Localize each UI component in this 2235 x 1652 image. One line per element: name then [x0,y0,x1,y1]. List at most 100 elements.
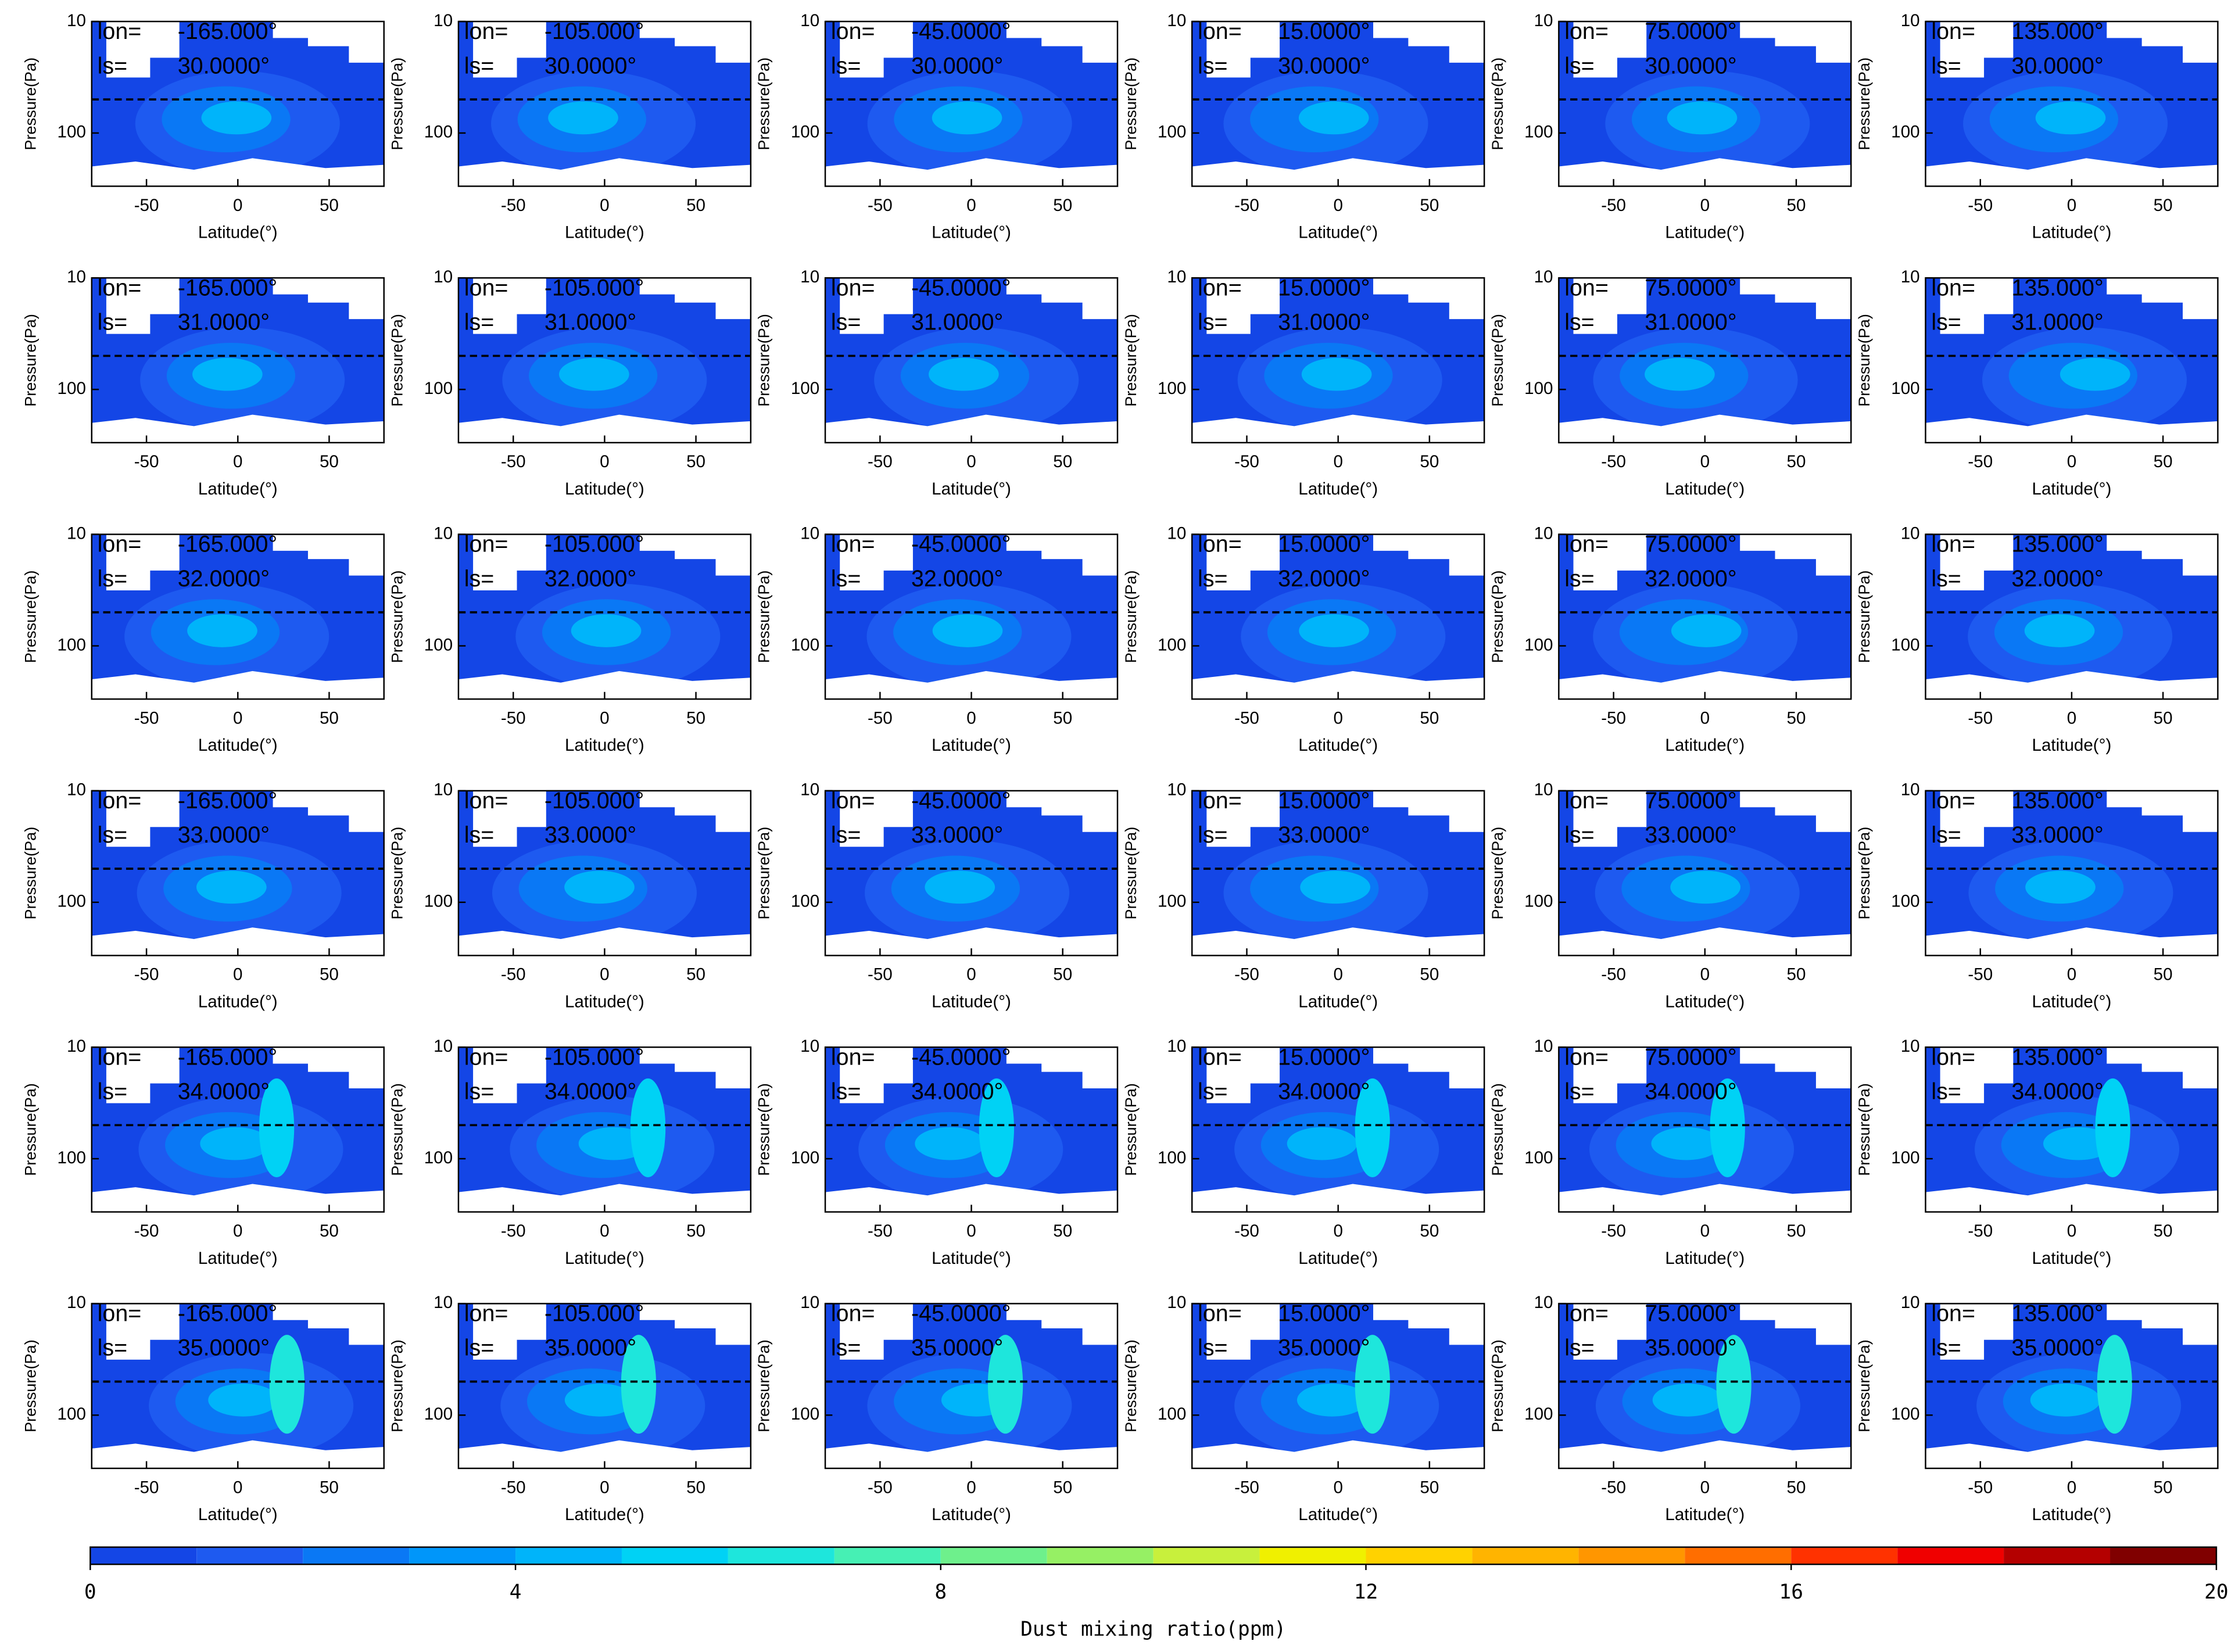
lon-value: -105.000° [545,532,644,557]
contour-field [91,790,384,956]
lon-label: lon= [831,1044,875,1070]
contour-field [1559,1047,1851,1212]
x-tick-label: 50 [1053,708,1072,728]
contour-fill [200,1127,271,1160]
x-tick-label: -50 [501,708,526,728]
x-tick-label: 50 [1053,196,1072,215]
y-tick-label: 100 [791,1404,819,1424]
colorbar-level [1578,1547,1685,1565]
contour-fill [2024,614,2095,647]
lon-value: -45.0000° [911,275,1011,300]
data-gap [1925,1440,2218,1468]
ls-label: ls= [1198,53,1228,78]
ls-label: ls= [831,566,861,592]
lon-value: 15.0000° [1278,788,1370,814]
x-axis-label: Latitude(°) [198,223,278,242]
x-axis-label: Latitude(°) [565,479,644,499]
lon-label: lon= [98,788,142,814]
y-axis-label: Pressure(Pa) [1122,570,1140,663]
y-tick-label: 100 [1524,379,1553,398]
y-axis-label: Pressure(Pa) [21,314,39,407]
lon-label: lon= [1198,532,1242,557]
lon-value: -45.0000° [911,788,1011,814]
y-axis-label: Pressure(Pa) [755,827,773,920]
x-axis-label: Latitude(°) [1665,1249,1745,1268]
x-axis-label: Latitude(°) [932,736,1011,755]
colorbar-level [515,1547,622,1565]
contour-fill [2060,357,2130,391]
x-axis-label: Latitude(°) [932,1249,1011,1268]
data-gap [1192,414,1485,443]
lon-value: -165.000° [178,532,277,557]
x-axis-label: Latitude(°) [1665,992,1745,1012]
data-gap [1206,790,1280,847]
panel: -50 0 50 10 100 Latitude(°) Pressure(Pa) lon= -1… [388,1293,752,1524]
contour-field [1192,1303,1485,1468]
panel: -50 0 50 10 100 Latitude(°) Pressure(Pa) lon= -1… [21,780,385,1012]
data-gap [1740,1047,1851,1089]
data-gap [1940,1303,2014,1360]
lon-value: -105.000° [545,788,644,814]
data-gap [1559,158,1851,187]
y-tick-label: 10 [434,11,453,30]
contour-fill [1287,1127,1358,1160]
data-gap [1192,158,1485,187]
contour-field [1192,21,1485,187]
contour-field [1925,790,2218,956]
data-gap [473,534,546,590]
x-axis-label: Latitude(°) [2032,1505,2112,1524]
data-gap [1373,21,1485,63]
ls-value: 35.0000° [545,1335,636,1361]
x-axis-label: Latitude(°) [2032,223,2112,242]
lon-value: -165.000° [178,275,277,300]
y-axis-label: Pressure(Pa) [21,1083,39,1176]
x-tick-label: 50 [2154,1478,2173,1497]
contour-field [1192,278,1485,443]
x-tick-label: 50 [686,965,705,984]
x-tick-label: 50 [1787,1221,1806,1241]
y-tick-label: 10 [800,1293,819,1312]
lon-value: -105.000° [545,1044,644,1070]
y-tick-label: 10 [67,780,86,800]
lon-label: lon= [1564,19,1609,44]
ls-value: 31.0000° [1278,310,1370,335]
y-tick-label: 100 [1891,635,1919,654]
data-gap [1925,927,2218,956]
lon-label: lon= [1931,275,1975,300]
y-axis-label: Pressure(Pa) [755,58,773,150]
colorbar-tick-label: 0 [84,1581,96,1604]
contour-field [458,790,751,956]
contour-field [1559,21,1851,187]
plot-frame [1558,1046,1852,1213]
data-gap [825,671,1118,700]
ls-value: 34.0000° [1278,1078,1370,1104]
x-tick-label: 50 [320,452,339,471]
x-tick-label: 50 [2154,1221,2173,1241]
x-tick-label: -50 [1968,452,1993,471]
x-axis-label: Latitude(°) [1665,479,1745,499]
x-tick-label: 0 [966,1478,976,1497]
data-gap [106,1303,180,1360]
data-gap [1373,534,1485,576]
x-tick-label: -50 [501,1478,526,1497]
y-tick-label: 10 [1167,11,1186,30]
lon-label: lon= [464,532,508,557]
y-axis-label: Pressure(Pa) [388,1083,406,1176]
data-gap [1373,1047,1485,1089]
x-tick-label: 0 [233,708,242,728]
x-tick-label: 0 [233,1478,242,1497]
data-gap [1573,1047,1647,1103]
plot-frame [91,1046,385,1213]
y-axis-label: Pressure(Pa) [21,570,39,663]
y-axis-label: Pressure(Pa) [388,827,406,920]
lon-value: 15.0000° [1278,19,1370,44]
x-tick-label: 50 [686,452,705,471]
ls-label: ls= [98,53,128,78]
lon-label: lon= [1198,1301,1242,1327]
lon-value: -45.0000° [911,532,1011,557]
contour-fill [630,1078,666,1177]
x-axis-label: Latitude(°) [198,479,278,499]
y-tick-label: 10 [1167,780,1186,800]
lon-value: -105.000° [545,19,644,44]
